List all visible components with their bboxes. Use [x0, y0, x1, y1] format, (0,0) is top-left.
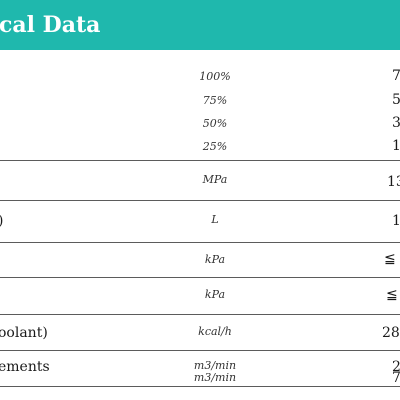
- table-row: kPa ≦: [0, 243, 400, 278]
- value-cell: 3: [392, 115, 400, 131]
- unit-cell: kPa: [204, 253, 226, 266]
- value-cell: 7: [392, 68, 400, 84]
- table-subrow: 50% 3: [0, 111, 400, 135]
- value-cell: 5: [392, 92, 400, 108]
- value-cell: 13: [387, 174, 400, 190]
- table-row: ements m3/min 2: [0, 351, 400, 387]
- unit-cell: 100%: [199, 70, 231, 83]
- value-cell: 7: [392, 370, 400, 386]
- value-cell: 1: [392, 138, 400, 154]
- table-row: 100% 7 75% 5 50% 3 25% 1: [0, 50, 400, 161]
- unit-cell: kPa: [204, 288, 226, 301]
- table-row: [0, 387, 400, 400]
- table-row: MPa 13: [0, 161, 400, 201]
- unit-cell: 75%: [202, 94, 228, 107]
- unit-cell: m3/min: [193, 371, 237, 384]
- value-cell: 1: [392, 213, 400, 229]
- section-header-bar: cal Data: [0, 0, 400, 50]
- unit-cell: 50%: [202, 117, 228, 130]
- value-cell: ≦: [384, 251, 396, 267]
- value-cell: 2: [392, 359, 400, 375]
- unit-cell: kcal/h: [198, 325, 232, 338]
- value-cell: ≦: [386, 287, 398, 303]
- table-subrow: 25% 1: [0, 134, 400, 158]
- unit-cell: MPa: [202, 173, 228, 186]
- table-row: oolant) kcal/h 28: [0, 315, 400, 351]
- unit-cell: L: [211, 213, 219, 226]
- label-cell: ements: [0, 359, 50, 375]
- unit-cell: m3/min: [193, 359, 237, 372]
- table-subrow: 75% 5: [0, 88, 400, 112]
- label-cell: ): [0, 213, 3, 229]
- table-subrow: 100% 7: [0, 64, 400, 88]
- table-row: ) L 1: [0, 201, 400, 243]
- table-row: kPa ≦: [0, 278, 400, 315]
- label-cell: oolant): [0, 325, 48, 341]
- unit-cell: 25%: [202, 140, 228, 153]
- section-title: cal Data: [0, 12, 101, 38]
- value-cell: 28: [382, 325, 400, 341]
